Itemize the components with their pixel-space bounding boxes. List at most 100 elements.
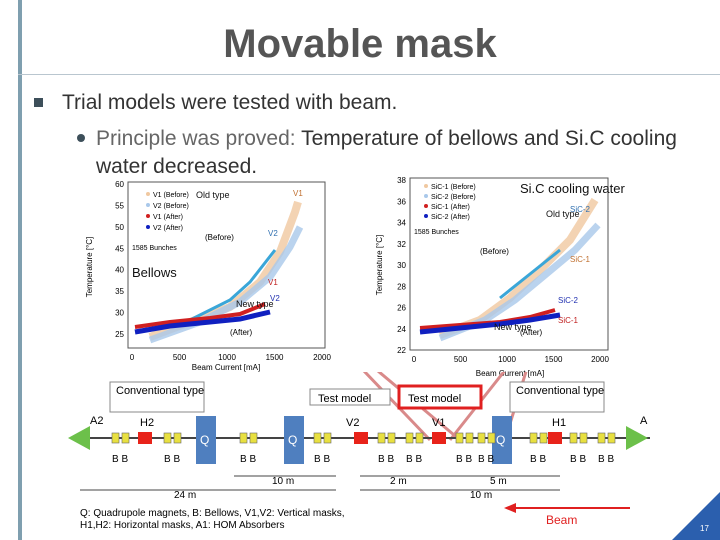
dim-24m: 24 m [174,490,196,501]
left-bunches-label: 1585 Bunches [132,245,177,252]
bellows-segment [579,432,588,444]
left-v1-bottom-label: V1 [268,278,278,287]
left-before-label: (Before) [205,233,234,242]
right-y-tick: 34 [397,219,406,228]
quadrupole-2 [284,416,304,464]
bellows-segment [313,432,322,444]
right-legend-item-2: SiC-2 (Before) [431,194,476,201]
right-after-cloud [419,308,561,335]
v2-label: V2 [346,417,359,429]
test-model-box-2 [397,384,483,410]
right-legend-item-4: SiC-2 (After) [431,214,470,221]
bellows-segment [529,432,538,444]
right-y-tick: 38 [397,176,406,185]
left-legend-item-4: V2 (After) [153,225,183,232]
bellows-segment [569,432,578,444]
bb-label: B B [570,454,586,465]
right-after-label: (After) [520,328,543,337]
test-model-text-2: Test model [408,393,461,405]
conventional-type-right-text: Conventional type [516,385,604,397]
left-y-tick: 50 [115,223,124,232]
bb-label: B B [314,454,330,465]
right-sic1-top-label: SiC-1 [570,255,591,264]
right-legend-item-3: SiC-1 (After) [431,204,470,211]
q-label-3: Q [496,433,505,447]
right-y-tick: 26 [397,304,406,313]
right-before-label: (Before) [480,247,509,256]
round-bullet-icon [77,134,85,142]
left-after-cloud [134,302,271,335]
bb-label: B B [530,454,546,465]
right-sic1-bottom-label: SiC-1 [558,316,579,325]
bellows-segment [477,432,486,444]
old-type-label-right: Old type [546,209,580,219]
left-temperature-chart: 60 55 50 45 40 35 30 25 0 500 1000 1500 2000 Temper… [85,180,331,372]
new-type-label-left: New type [236,299,274,309]
bb-label: B B [478,454,494,465]
bellows-segment [111,432,120,444]
bellows-segment [607,432,616,444]
left-x-tick: 500 [173,353,187,362]
bellows-group [111,432,616,444]
right-sic2-bottom-label: SiC-2 [558,296,579,305]
diagram-legend-line-2: H1,H2: Horizontal masks, A1: HOM Absorbe… [80,520,285,531]
dim-2m: 2 m [390,476,407,487]
left-x-tick: 1500 [266,353,284,362]
h1-label: H1 [552,417,566,429]
dim-10m-b: 10 m [470,490,492,501]
left-xlabel: Beam Current [mA] [192,363,260,372]
left-x-tick: 0 [130,353,135,362]
right-ylabel: Temperature [°C] [375,235,384,296]
left-after-label: (After) [230,328,253,337]
left-y-tick: 35 [115,287,124,296]
a1-label: A [640,415,648,427]
left-y-tick: 55 [115,201,124,210]
bb-label: B B [112,454,128,465]
bellows-label: Bellows [132,265,177,280]
bullet-2-prefix: Principle was proved: [96,127,302,150]
right-legend-item-1: SiC-1 (Before) [431,184,476,191]
bellows-segment [249,432,258,444]
left-y-tick: 30 [115,309,124,318]
right-x-tick: 0 [412,355,417,364]
left-y-tick: 60 [115,180,124,189]
right-x-tick: 2000 [591,355,609,364]
bellows-segment [415,432,424,444]
mask-v1 [432,432,446,444]
left-x-tick: 1000 [218,353,236,362]
conventional-type-left-box [109,381,205,413]
diagram-legend-line-1: Q: Quadrupole magnets, B: Bellows, V1,V2… [80,508,345,519]
page-number: 17 [700,524,709,533]
test-model-text-1: Test model [318,393,371,405]
left-legend: V1 (Before) V2 (Before) V1 (After) V2 (A… [146,192,189,232]
bb-label: B B [240,454,256,465]
left-legend-item-3: V1 (After) [153,214,183,221]
bellows-segment [387,432,396,444]
right-y-tick: 36 [397,197,406,206]
bellows-segment [455,432,464,444]
right-xlabel: Beam Current [mA] [476,369,544,378]
bellows-segment [239,432,248,444]
right-y-tick: 22 [397,346,406,355]
slide-title: Movable mask [223,22,497,66]
bellows-segment [163,432,172,444]
arrow-left-to-v2 [362,372,432,442]
bellows-segment [323,432,332,444]
bellows-segment [173,432,182,444]
right-bunches-label: 1585 Bunches [414,229,459,236]
dim-5m: 5 m [490,476,507,487]
right-y-tick: 32 [397,240,406,249]
conventional-type-left-text: Conventional type [116,385,204,397]
old-type-label-left: Old type [196,190,230,200]
left-legend-item-1: V1 (Before) [153,192,189,199]
right-temperature-chart: 38 36 34 32 30 28 26 24 22 0 500 1000 1500 2000 Temp… [375,176,609,378]
mask-h2 [138,432,152,444]
bellows-segment [121,432,130,444]
title-divider [18,74,720,75]
dim-10m-a: 10 m [272,476,294,487]
bb-label: B B [164,454,180,465]
right-legend: SiC-1 (Before) SiC-2 (Before) SiC-1 (Aft… [424,184,476,221]
left-v2-top-label: V2 [268,229,278,238]
bullet-2-rest: Temperature of bellows and Si.C cooling … [96,127,677,178]
